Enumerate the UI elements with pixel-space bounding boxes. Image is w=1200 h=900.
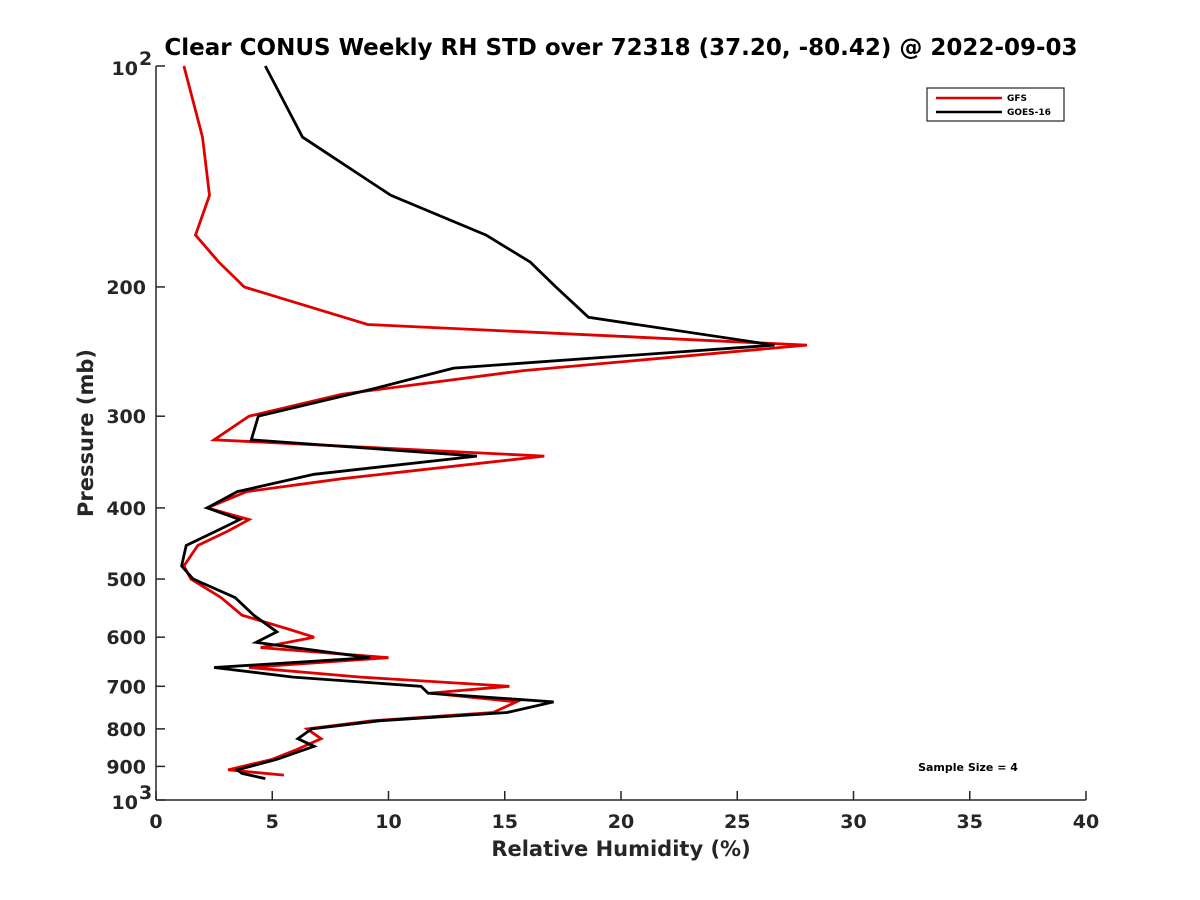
x-tick-label-20: 20 xyxy=(608,811,634,833)
y-tick-label-400: 400 xyxy=(106,498,146,520)
x-tick-label-30: 30 xyxy=(840,811,866,833)
x-tick-label-10: 10 xyxy=(375,811,401,833)
series-layer xyxy=(180,65,808,780)
y-tick-label-300: 300 xyxy=(106,406,146,428)
x-tick-label-40: 40 xyxy=(1073,811,1099,833)
series-line-goes-16 xyxy=(180,65,775,780)
sample-size-annotation: Sample Size = 4 xyxy=(918,761,1018,774)
y-tick-label-100: 10 xyxy=(112,58,138,80)
legend: GFS GOES-16 xyxy=(926,87,1065,122)
legend-box xyxy=(926,87,1065,122)
series-line-gfs xyxy=(182,65,808,777)
y-tick-exponent-100: 2 xyxy=(139,48,152,70)
y-tick-label-900: 900 xyxy=(106,756,146,778)
y-tick-label-800: 800 xyxy=(106,719,146,741)
chart-title: Clear CONUS Weekly RH STD over 72318 (37… xyxy=(164,35,1077,61)
x-tick-label-35: 35 xyxy=(957,811,983,833)
y-tick-label-200: 200 xyxy=(106,277,146,299)
x-tick-label-5: 5 xyxy=(266,811,279,833)
y-tick-label-600: 600 xyxy=(106,627,146,649)
y-tick-label-700: 700 xyxy=(106,676,146,698)
y-axis-label: Pressure (mb) xyxy=(74,349,98,517)
y-tick-label-1000: 10 xyxy=(112,792,138,814)
x-tick-label-15: 15 xyxy=(492,811,518,833)
y-tick-exponent-1000: 3 xyxy=(139,782,152,804)
x-tick-label-25: 25 xyxy=(724,811,750,833)
legend-label-gfs: GFS xyxy=(1007,94,1027,104)
y-tick-label-500: 500 xyxy=(106,569,146,591)
x-tick-label-0: 0 xyxy=(149,811,162,833)
legend-label-goes-16: GOES-16 xyxy=(1007,108,1051,118)
x-axis-label: Relative Humidity (%) xyxy=(491,837,750,861)
